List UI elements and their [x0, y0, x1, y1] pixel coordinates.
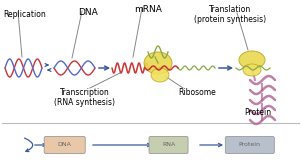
FancyBboxPatch shape — [44, 136, 85, 154]
Text: Translation
(protein synthesis): Translation (protein synthesis) — [194, 5, 266, 24]
Text: DNA: DNA — [58, 142, 72, 148]
Text: DNA: DNA — [78, 8, 98, 17]
Text: Ribosome: Ribosome — [178, 88, 216, 97]
Text: mRNA: mRNA — [134, 5, 162, 14]
Ellipse shape — [239, 51, 265, 69]
Text: Protein: Protein — [239, 142, 261, 148]
FancyArrowPatch shape — [25, 138, 33, 152]
Ellipse shape — [151, 68, 169, 82]
Ellipse shape — [243, 64, 261, 76]
Text: Protein: Protein — [244, 108, 272, 117]
Ellipse shape — [144, 52, 172, 74]
Text: RNA: RNA — [162, 142, 175, 148]
FancyBboxPatch shape — [149, 136, 188, 154]
Text: Replication: Replication — [3, 10, 46, 19]
FancyBboxPatch shape — [225, 136, 274, 154]
Text: Transcription
(RNA synthesis): Transcription (RNA synthesis) — [54, 88, 116, 107]
